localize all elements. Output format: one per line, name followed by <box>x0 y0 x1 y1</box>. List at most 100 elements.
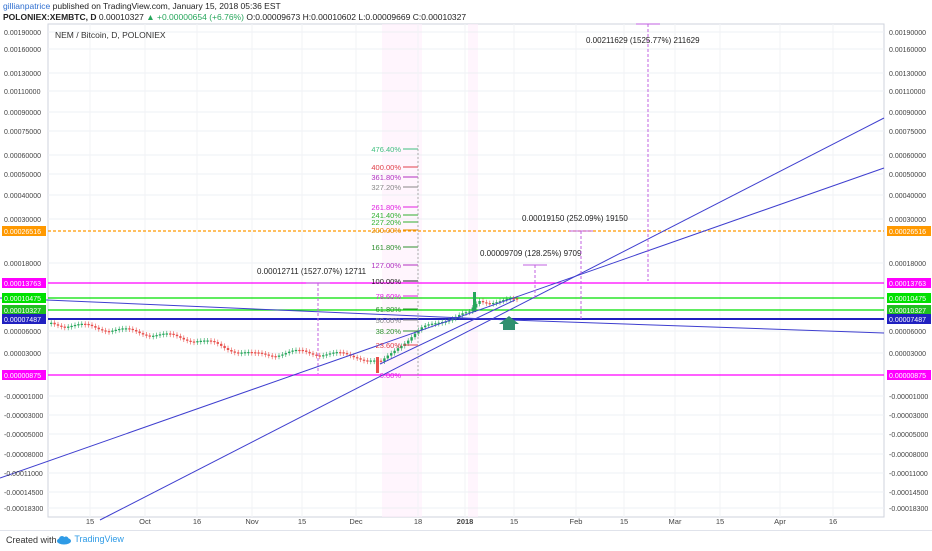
measure-label: 0.00009709 (128.25%) 9709 <box>480 249 582 258</box>
candle <box>281 354 284 356</box>
x-axis-tick-label: 15 <box>510 517 518 526</box>
price-tag-bg <box>2 370 46 380</box>
username-link[interactable]: gillianpatrice <box>3 1 51 11</box>
candle <box>264 353 267 355</box>
candle <box>114 329 117 331</box>
fib-level-label: 0.00% <box>380 371 402 380</box>
x-axis-tick-label: 2018 <box>457 517 474 526</box>
fib-level-label: 100.00% <box>371 277 401 286</box>
x-axis-tick-label: Dec <box>349 517 363 526</box>
candle <box>512 298 515 300</box>
candle <box>237 352 240 354</box>
tradingview-logo[interactable]: TradingView <box>56 534 124 545</box>
candle <box>63 326 66 328</box>
plot-frame <box>47 23 885 518</box>
candle <box>502 299 505 302</box>
chart-grid <box>47 23 885 518</box>
candle <box>481 300 485 303</box>
candle <box>230 350 233 352</box>
fib-level-label: 227.20% <box>371 218 401 227</box>
candle <box>322 355 325 357</box>
candle <box>359 358 362 360</box>
candle <box>257 352 260 354</box>
symbol-label: POLONIEX:XEMBTC, D <box>3 12 97 22</box>
candle <box>288 351 291 354</box>
candle <box>345 353 349 355</box>
candle <box>60 325 63 327</box>
price-tag-bg <box>887 278 931 288</box>
y-axis-tick-label: 0.00018000 <box>4 261 41 268</box>
y-axis-tick-label: -0.00011000 <box>889 471 928 478</box>
candle <box>216 342 219 344</box>
candle <box>407 340 410 344</box>
x-axis-tick-label: Nov <box>245 517 259 526</box>
fib-level-label: 78.60% <box>376 292 402 301</box>
price-chart[interactable]: 476.40% 400.00%361.80%327.20% 261.80%241.4… <box>0 0 932 530</box>
y-axis-tick-label: 0.00110000 <box>889 89 926 96</box>
y-axis-tick-label: 0.00003000 <box>4 351 41 358</box>
candle <box>158 334 162 336</box>
price-tag-bg <box>887 370 931 380</box>
candle <box>94 326 97 328</box>
candle <box>468 311 471 313</box>
candle <box>247 352 250 354</box>
candle <box>131 328 134 331</box>
candle <box>250 352 253 354</box>
y-axis-tick-label: 0.00090000 <box>889 110 926 117</box>
symbol-line: POLONIEX:XEMBTC, D 0.00010327 ▲ +0.00000… <box>3 12 466 22</box>
candle <box>301 349 304 352</box>
candle <box>335 352 338 354</box>
up-arrow-icon: ▲ <box>146 12 155 22</box>
publish-line: gillianpatrice published on TradingView.… <box>3 1 281 11</box>
y-axis-tick-label: -0.00005000 <box>4 432 43 439</box>
fib-level-label: 38.20% <box>376 327 402 336</box>
price-tag-bg <box>2 278 46 288</box>
candle <box>366 360 369 362</box>
candle <box>328 353 332 355</box>
candle <box>492 302 495 305</box>
measurement-tools[interactable]: 0.00012711 (1527.07%) 12711 0.00009709 (1… <box>257 23 700 374</box>
y-axis-tick-label: -0.00014500 <box>4 490 43 497</box>
y-axis-tick-label: 0.00050000 <box>889 172 926 179</box>
candle <box>80 323 83 325</box>
candle <box>393 350 396 354</box>
candle <box>471 307 474 312</box>
y-axis-tick-label: 0.00006000 <box>889 329 926 336</box>
candle <box>56 324 60 326</box>
candle <box>148 335 151 337</box>
last-price: 0.00010327 <box>98 12 144 22</box>
candle <box>305 350 308 352</box>
date-range-highlight <box>382 24 422 517</box>
y-axis-tick-label: -0.00001000 <box>4 394 43 401</box>
candle <box>498 301 502 303</box>
y-axis-tick-label: 0.00060000 <box>889 153 926 160</box>
x-axis-tick-label: 16 <box>193 517 201 526</box>
candle <box>240 352 243 354</box>
fibonacci-levels[interactable]: 476.40% 400.00%361.80%327.20% 261.80%241.4… <box>371 145 419 380</box>
price-tag-bg <box>2 305 46 315</box>
y-axis-tick-label: -0.00001000 <box>889 394 928 401</box>
candle <box>458 314 461 317</box>
y-axis-tick-label: 0.00130000 <box>4 71 41 78</box>
trend-lines[interactable] <box>0 117 885 521</box>
candle <box>186 339 189 341</box>
brand-name: TradingView <box>74 534 124 544</box>
y-axis-tick-label: -0.00008000 <box>4 452 43 459</box>
candle <box>478 300 481 304</box>
arrow-up-icon <box>499 316 519 330</box>
candle <box>311 353 315 355</box>
candle <box>475 303 478 308</box>
fib-level-label: 50.00% <box>376 316 402 325</box>
price-tag-label: 0.00010327 <box>4 308 41 315</box>
candle <box>107 331 111 333</box>
candle <box>233 351 236 353</box>
x-axis-tick-label: Feb <box>570 517 583 526</box>
y-axis-tick-label: 0.00075000 <box>4 129 41 136</box>
y-axis-tick-label: -0.00018300 <box>889 506 928 513</box>
fib-level-label: 200.00% <box>371 226 401 235</box>
candle <box>141 333 145 335</box>
candle <box>73 324 77 327</box>
price-tag-label: 0.00026516 <box>889 229 926 236</box>
y-axis-tick-label: 0.00160000 <box>889 47 926 54</box>
y-axis-tick-label: 0.00040000 <box>4 193 41 200</box>
